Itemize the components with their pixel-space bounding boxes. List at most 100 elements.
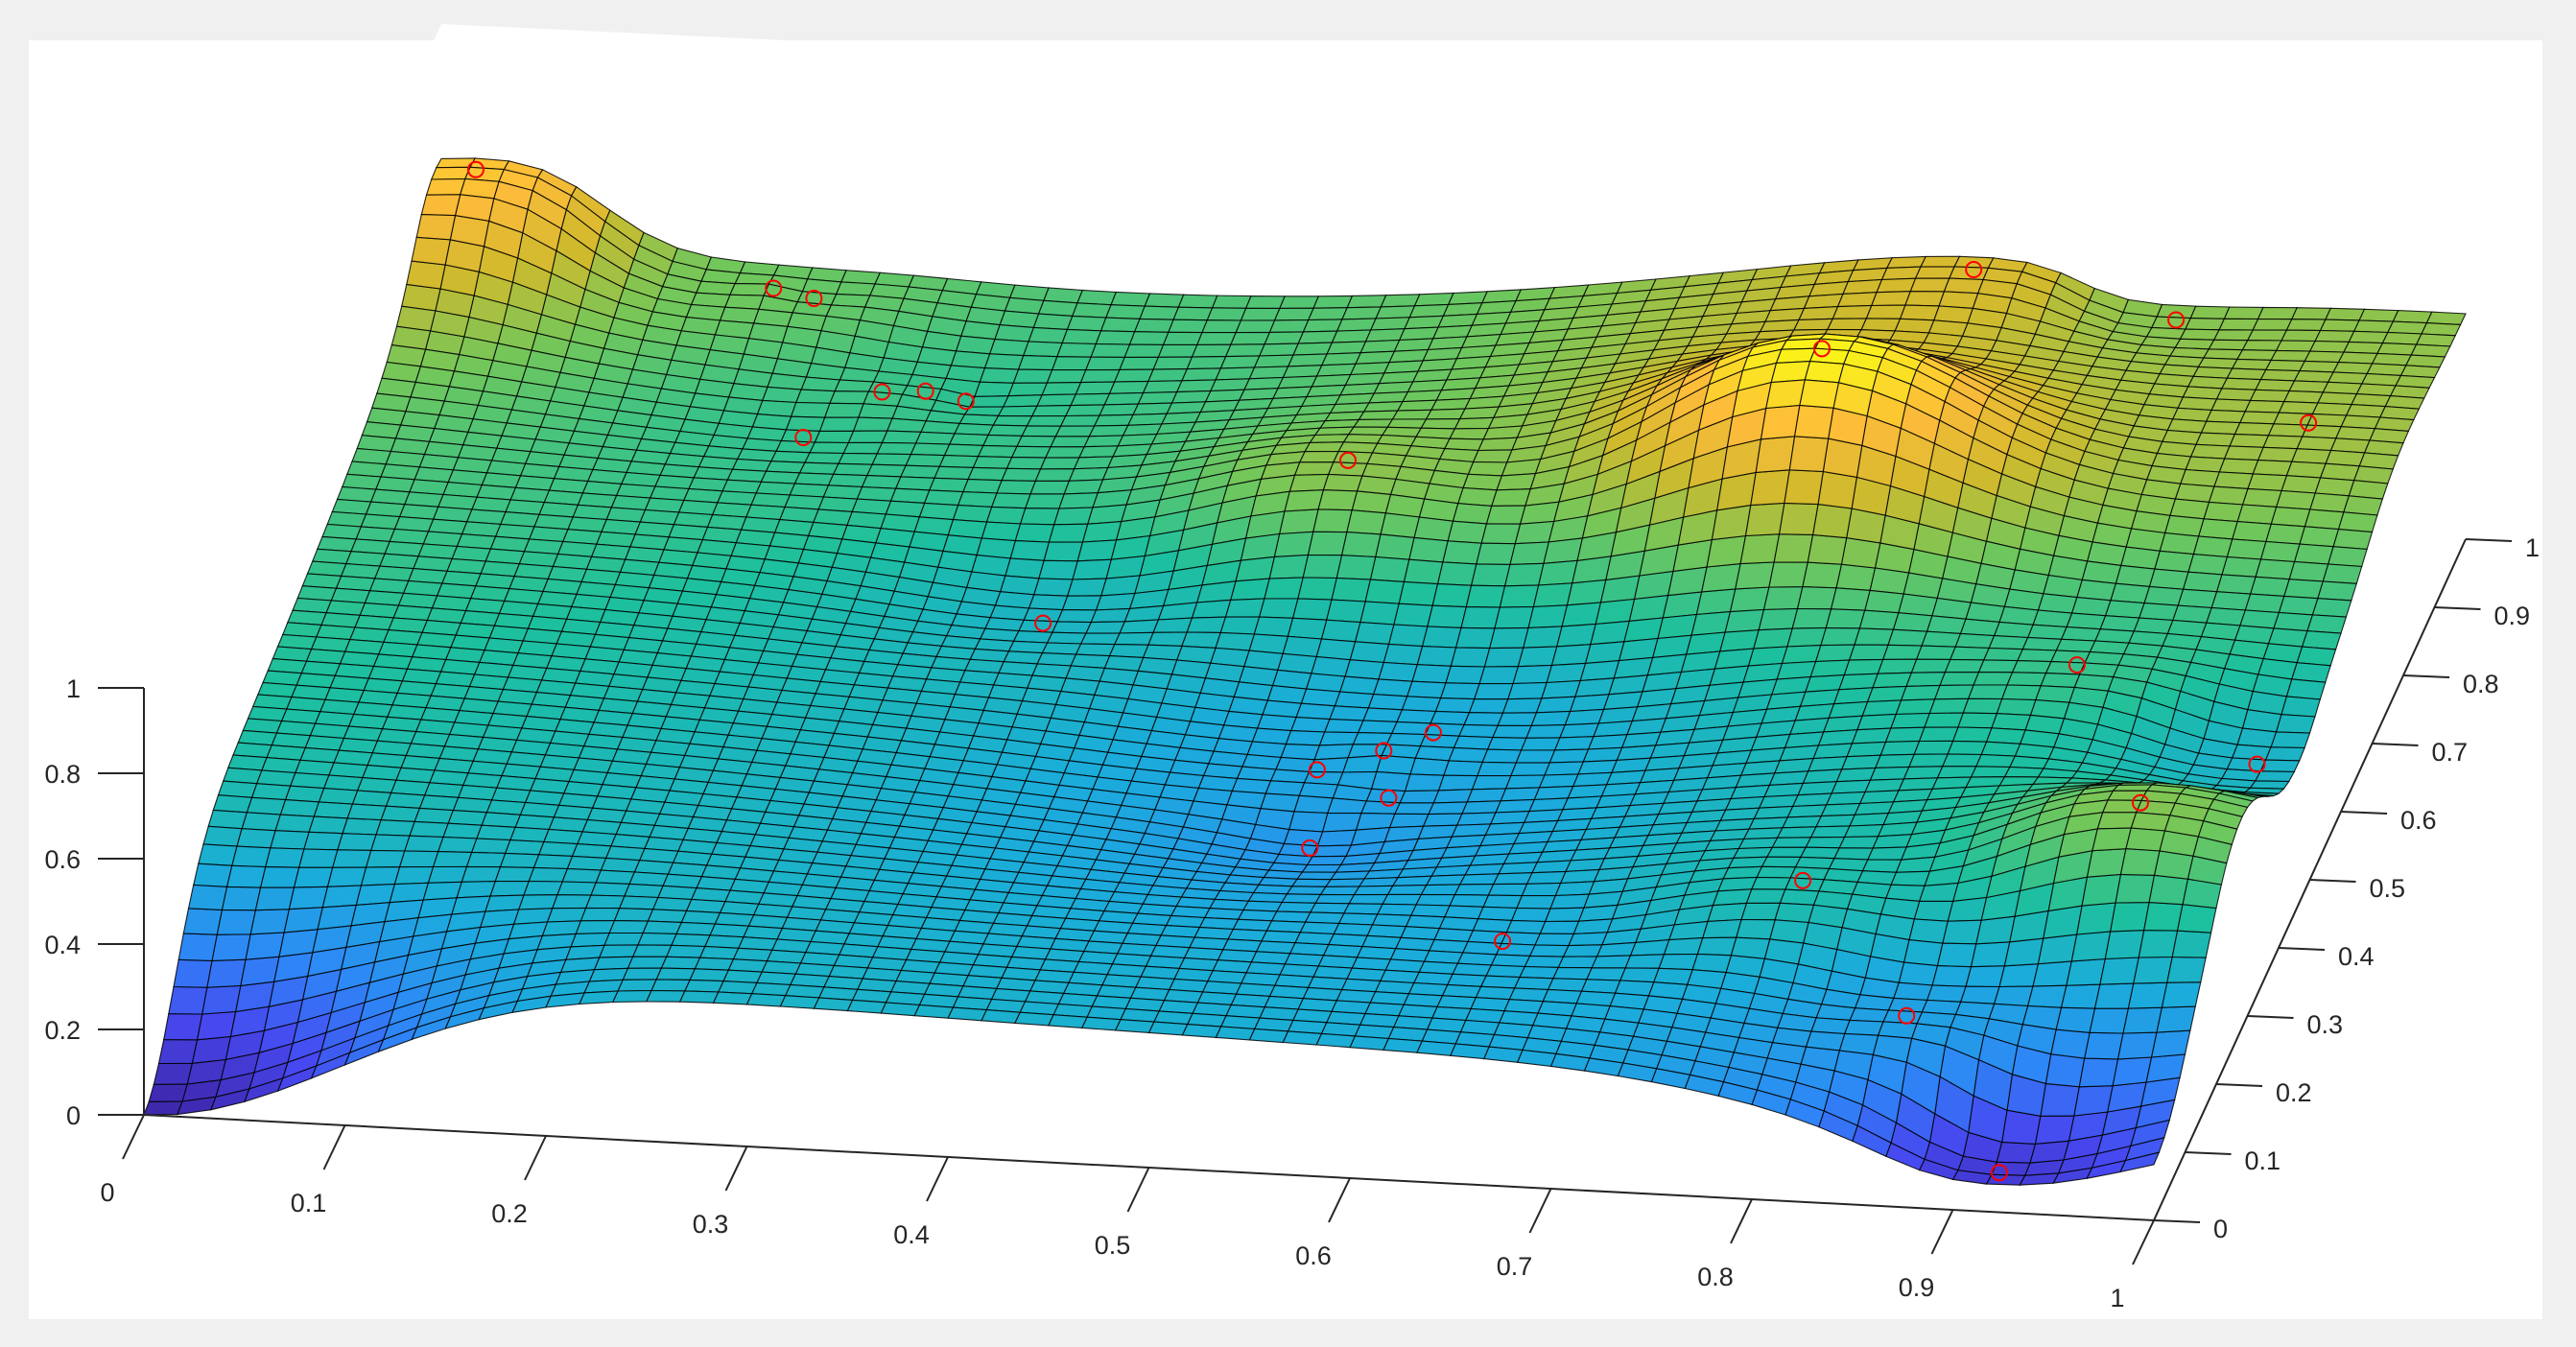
surface-cell [143,1100,183,1116]
surface-cell [1147,1021,1189,1036]
surface-cell [593,956,634,971]
surface-cell [1362,707,1404,722]
surface-cell [1496,472,1537,491]
surface-cell [1466,788,1507,803]
surface-cell [1264,577,1304,600]
surface-cell [1899,304,1940,321]
surface-cell [1880,266,1922,281]
surface-cell [1628,594,1669,623]
surface-cell [1527,604,1569,628]
surface-cell [1075,643,1116,657]
sample-point-marker [2132,793,2149,812]
surface-cell [1943,277,1984,295]
surface-cell [842,441,884,455]
surface-cell [1304,441,1345,453]
surface-cell [2290,307,2332,320]
surface-cell [2000,684,2042,701]
surface-cell [1351,490,1392,514]
surface-cell [1830,587,1871,611]
surface-cell [1375,533,1415,560]
surface-cell [1902,939,1944,967]
x-tick-label: 0.6 [1295,1241,1332,1270]
surface-cell [655,967,697,981]
surface-cell [900,464,941,479]
surface-cell [983,353,1025,370]
surface-cell [1977,659,2019,674]
surface-cell [1315,638,1357,661]
surface-cell [2096,812,2138,830]
surface-cell [631,944,673,957]
surface-cell [509,826,550,843]
surface-cell [1396,709,1437,724]
surface-cell [1248,366,1289,380]
surface-cell [1293,461,1335,476]
surface-cell [1052,507,1094,526]
surface-cell [2386,320,2428,335]
surface-cell [1073,456,1114,470]
surface-cell [2291,448,2332,464]
surface-cell [1756,865,1797,879]
surface-cell [2221,555,2262,578]
surface-cell [532,854,574,870]
surface-cell [1879,740,1921,756]
surface-cell [2275,340,2316,352]
surface-cell [1513,977,1554,991]
surface-cell [1273,531,1314,557]
surface-cell [283,907,323,933]
surface-cell [1695,588,1737,616]
surface-cell [1788,436,1830,473]
surface-cell [2218,458,2259,475]
surface-cell [1318,731,1359,746]
surface-cell [2236,349,2278,361]
surface-cell [1195,332,1238,345]
surface-cell [398,850,439,868]
surface-cell [1056,342,1098,358]
surface-cell [2148,874,2189,906]
surface-cell [1215,1026,1256,1041]
surface-cell [1059,414,1100,427]
surface-cell [1123,604,1165,623]
surface-cell [934,465,975,481]
surface-cell [1510,907,1551,923]
surface-cell [1448,746,1489,763]
surface-cell [595,869,636,885]
surface-cell [2060,983,2101,1009]
surface-cell [680,910,721,925]
surface-cell [259,866,300,888]
x-tick-mark [1126,1167,1150,1213]
surface-cell [1483,647,1524,668]
surface-cell [278,929,319,957]
surface-cell [745,993,787,1007]
surface-cell [847,430,888,444]
surface-cell [2133,956,2173,984]
surface-cell [1442,540,1482,565]
surface-cell [1309,434,1350,443]
surface-cell [1781,645,1822,665]
surface-cell [645,989,686,1003]
surface-cell [1415,893,1456,907]
surface-cell [2153,850,2194,880]
surface-cell [1431,583,1473,608]
surface-cell [1490,954,1531,968]
y-tick-mark [2372,743,2419,746]
surface-cell [1938,291,1979,309]
x-tick-mark [322,1124,346,1170]
surface-cell [1329,705,1370,721]
surface-cell [2176,904,2217,933]
surface-cell [1370,770,1411,792]
surface-cell [952,505,993,523]
surface-cell [2210,591,2252,611]
surface-cell [1080,1016,1122,1031]
surface-cell [1867,846,1908,861]
surface-cell [678,990,720,1004]
surface-cell [2281,696,2322,718]
surface-cell [1550,644,1592,666]
surface-cell [611,989,652,1004]
surface-cell [1032,313,1074,330]
x-tick-mark [2132,1219,2155,1265]
surface-cell [1090,343,1131,358]
x-tick-mark [926,1156,949,1202]
surface-cell [2055,638,2096,653]
surface-cell [2262,435,2304,450]
